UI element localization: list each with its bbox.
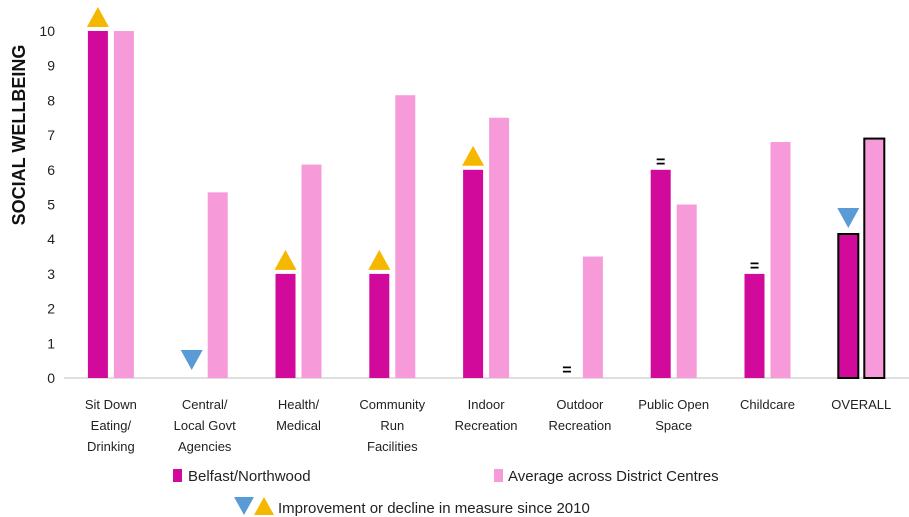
y-tick-label: 9 [47, 58, 55, 74]
bar-district-average [113, 31, 134, 378]
bar-district-average [863, 137, 886, 379]
legend-swatch-district-average [494, 469, 503, 482]
legend-label-belfast-northwood: Belfast/Northwood [188, 468, 311, 485]
category-label: Agencies [178, 439, 232, 454]
category-label: Community [359, 397, 425, 412]
y-axis-title-group: SOCIAL WELLBEING [9, 45, 29, 226]
bar-district-average [770, 142, 791, 378]
y-tick-label: 5 [47, 197, 55, 213]
legend-up-triangle-icon [254, 497, 274, 515]
legend: Belfast/Northwood Average across Distric… [173, 468, 719, 517]
y-tick-label: 0 [47, 370, 55, 386]
legend-down-triangle-icon [234, 497, 254, 515]
bar-belfast-northwood [275, 273, 296, 378]
category-label: Childcare [740, 397, 795, 412]
bar-belfast-northwood [650, 169, 671, 378]
y-tick-label: 2 [47, 301, 55, 317]
bars [87, 31, 886, 379]
legend-swatch-belfast-northwood [173, 469, 182, 482]
bar-district-average [301, 164, 322, 378]
no-change-marker: = [750, 258, 759, 275]
y-tick-label: 4 [47, 231, 55, 247]
bar-belfast-northwood [87, 31, 108, 378]
down-triangle-icon [837, 207, 860, 228]
y-tick-label: 1 [47, 335, 55, 351]
category-label: Medical [276, 418, 321, 433]
category-labels: Sit Down Eating/Drinking Central/Local Gov… [85, 397, 891, 454]
bar-belfast-northwood [744, 273, 765, 378]
bar-district-average [395, 95, 416, 378]
y-tick-label: 3 [47, 266, 55, 282]
category-label: Local Govt [174, 418, 237, 433]
category-label: Eating/ [91, 418, 132, 433]
category-label: Space [655, 418, 692, 433]
bar-district-average [582, 256, 603, 378]
category-label: Recreation [548, 418, 611, 433]
y-tick-label: 6 [47, 162, 55, 178]
bar-belfast-northwood [463, 169, 484, 378]
y-tick-label: 7 [47, 127, 55, 143]
up-triangle-icon [462, 145, 485, 166]
category-label: Public Open [638, 397, 709, 412]
bar-belfast-northwood [837, 232, 860, 379]
category-label: Indoor [468, 397, 506, 412]
category-label: Health/ [278, 397, 320, 412]
y-axis-title: SOCIAL WELLBEING [9, 45, 29, 226]
category-label: Sit Down [85, 397, 137, 412]
legend-label-district-average: Average across District Centres [508, 468, 719, 485]
y-tick-labels: 0 1 2 3 4 5 6 7 8 9 10 [39, 23, 55, 386]
legend-label-change-markers: Improvement or decline in measure since … [278, 500, 590, 517]
bar-district-average [676, 204, 697, 378]
category-label: Outdoor [556, 397, 604, 412]
no-change-marker: = [656, 154, 665, 171]
category-label: OVERALL [831, 397, 891, 412]
down-triangle-icon [180, 350, 203, 370]
change-markers: = = = [86, 7, 860, 379]
bar-district-average [207, 192, 228, 378]
bar-belfast-northwood [369, 273, 390, 378]
y-tick-label: 8 [47, 92, 55, 108]
category-label: Drinking [87, 439, 135, 454]
no-change-marker: = [562, 362, 571, 379]
category-label: Run [380, 418, 404, 433]
category-label: Central/ [182, 397, 228, 412]
bar-district-average [489, 117, 510, 378]
category-label: Facilities [367, 439, 418, 454]
up-triangle-icon [274, 249, 297, 270]
y-tick-label: 10 [39, 23, 55, 39]
category-label: Recreation [455, 418, 518, 433]
up-triangle-icon [86, 7, 109, 27]
up-triangle-icon [368, 249, 391, 270]
